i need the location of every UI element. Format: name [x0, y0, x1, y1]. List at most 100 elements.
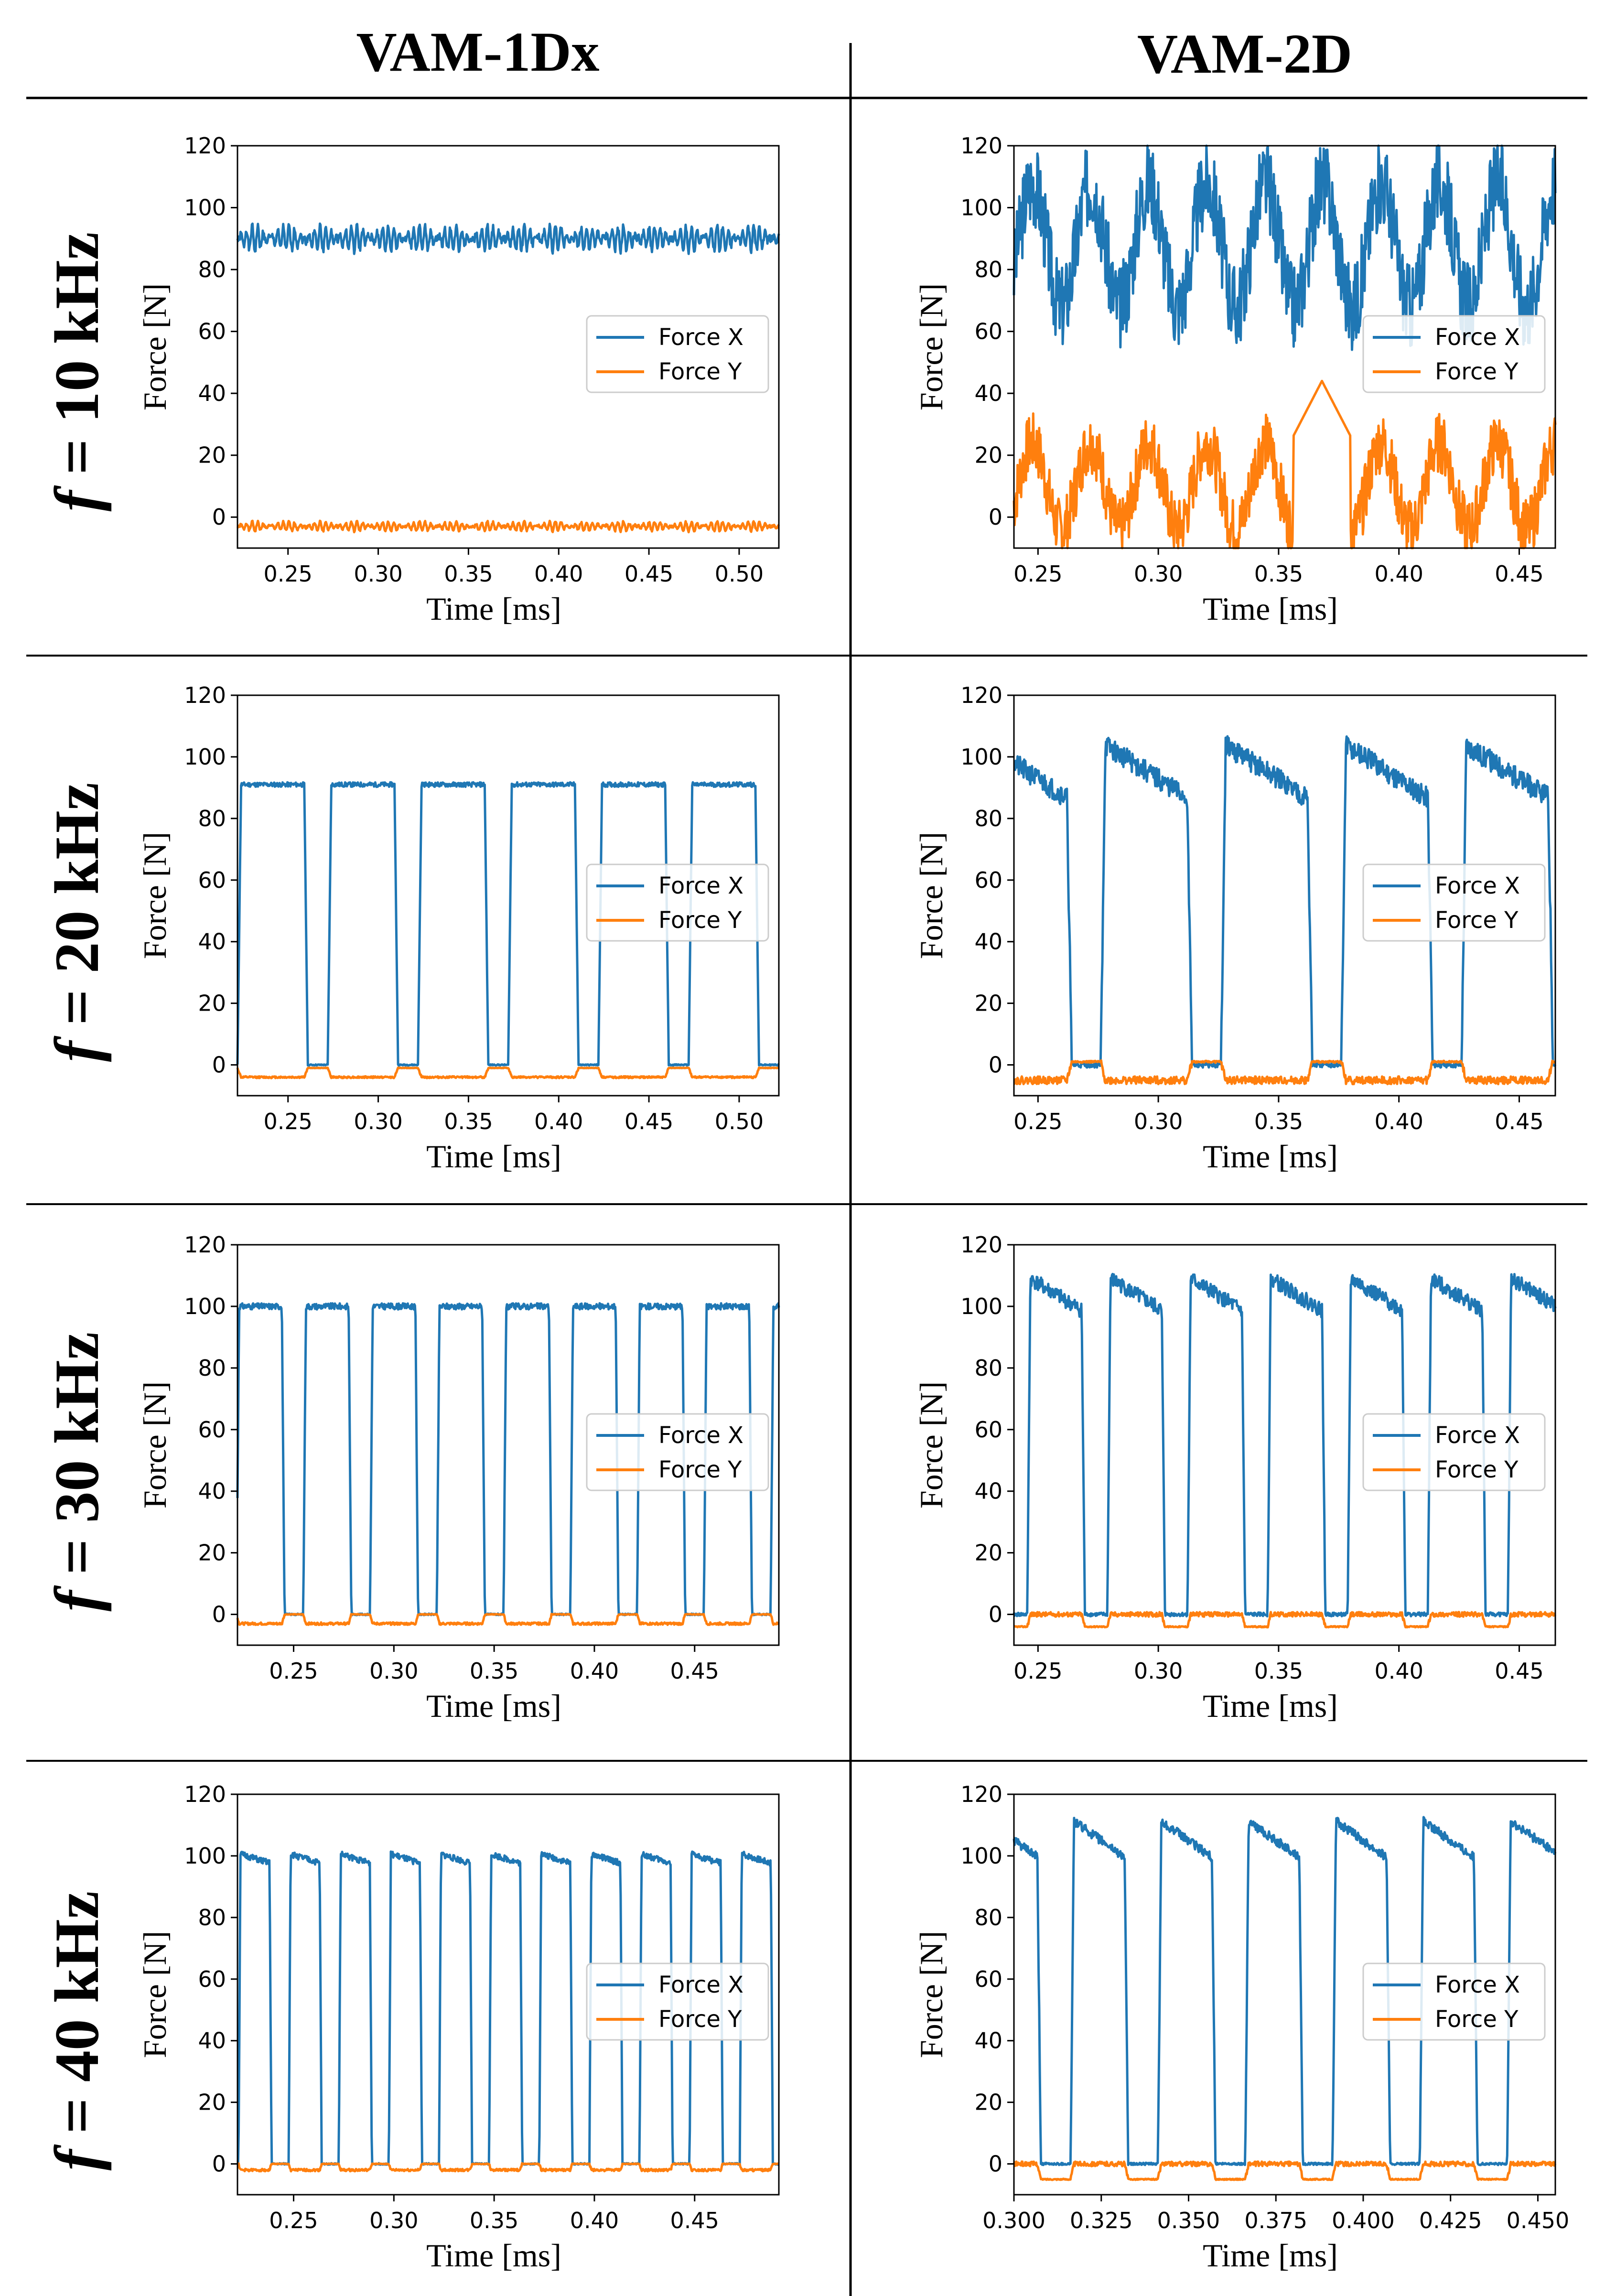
row-label-40khz-text: = 40 kHz — [42, 1891, 112, 2150]
x-axis-label: Time [ms] — [426, 2237, 561, 2274]
x-tick-label: 0.425 — [1419, 2208, 1482, 2233]
x-tick-label: 0.50 — [715, 561, 764, 587]
plot-frame — [237, 1244, 780, 1646]
plot-frame — [237, 145, 780, 549]
y-tick-label: 20 — [198, 991, 226, 1016]
x-tick-label: 0.40 — [570, 2208, 619, 2233]
y-tick-label: 100 — [960, 1294, 1002, 1319]
y-tick-label: 120 — [184, 1232, 226, 1258]
row-label-20khz: f = 20 kHz — [42, 783, 112, 1062]
x-tick-label: 0.30 — [369, 1658, 418, 1684]
y-axis-label: Force [N] — [137, 832, 173, 959]
x-axis-label: Time [ms] — [426, 591, 561, 627]
y-tick-label: 100 — [184, 195, 226, 221]
y-tick-label: 0 — [212, 1052, 226, 1078]
x-axis-label: Time [ms] — [1203, 1688, 1338, 1724]
y-tick-label: 20 — [974, 1540, 1002, 1566]
x-tick-label: 0.25 — [264, 561, 312, 587]
row-label-30khz-text: = 30 kHz — [42, 1332, 112, 1591]
x-tick-label: 0.45 — [1495, 561, 1543, 587]
x-tick-label: 0.40 — [1374, 561, 1423, 587]
y-axis-label: Force [N] — [913, 832, 949, 959]
y-axis-label: Force [N] — [913, 1931, 949, 2058]
x-tick-label: 0.35 — [444, 561, 493, 587]
legend-label-force-x: Force X — [1435, 1972, 1520, 1998]
legend-label-force-y: Force Y — [1435, 907, 1519, 934]
x-tick-label: 0.45 — [1495, 1109, 1543, 1134]
x-tick-label: 0.40 — [1374, 1658, 1423, 1684]
legend-label-force-x: Force X — [658, 1972, 743, 1998]
plot-frame — [1013, 694, 1556, 1097]
y-tick-label: 40 — [974, 2028, 1002, 2054]
legend-label-force-x: Force X — [658, 873, 743, 899]
x-tick-label: 0.35 — [1254, 1109, 1303, 1134]
y-tick-label: 40 — [974, 380, 1002, 406]
y-tick-label: 20 — [974, 442, 1002, 468]
x-tick-label: 0.450 — [1507, 2208, 1570, 2233]
legend-label-force-y: Force Y — [1435, 1456, 1519, 1483]
series-line-force-x — [1013, 1272, 1557, 1617]
row-label-10khz: f = 10 kHz — [42, 232, 112, 512]
x-tick-label: 0.45 — [670, 2208, 719, 2233]
y-tick-label: 120 — [960, 1781, 1002, 1807]
x-tick-label: 0.40 — [1374, 1109, 1423, 1134]
y-tick-label: 40 — [198, 380, 226, 406]
y-tick-label: 80 — [198, 257, 226, 282]
y-tick-label: 120 — [960, 1232, 1002, 1258]
y-tick-label: 80 — [198, 1355, 226, 1381]
y-tick-label: 0 — [212, 2151, 226, 2177]
row-label-10khz-text: = 10 kHz — [42, 232, 112, 491]
chart-vam2d-40khz: 0 20 40 60 80 100 120 0.300 0.325 0.350 0.375 0.400… — [913, 1781, 1569, 2274]
series-line-force-x — [1013, 735, 1557, 1069]
chart-vam1dx-30khz: 0 20 40 60 80 100 120 0.25 0.30 0.35 0.40 0.45 Time … — [137, 1232, 780, 1724]
series-line-force-x — [236, 222, 780, 255]
x-axis-label: Time [ms] — [1203, 1138, 1338, 1175]
series-line-force-y — [1013, 1611, 1557, 1628]
y-tick-label: 120 — [960, 682, 1002, 708]
y-tick-label: 20 — [198, 1540, 226, 1566]
header-vam-2d: VAM-2D — [1137, 22, 1352, 85]
x-tick-label: 0.30 — [1134, 1109, 1183, 1134]
legend-label-force-x: Force X — [1435, 1422, 1520, 1449]
y-tick-label: 40 — [198, 2028, 226, 2054]
x-tick-label: 0.350 — [1157, 2208, 1220, 2233]
series-line-force-y — [236, 1613, 780, 1626]
y-tick-label: 60 — [198, 1417, 226, 1443]
chart-vam2d-10khz: 0 20 40 60 80 100 120 0.25 0.30 0.35 0.40 0.45 Time … — [913, 133, 1557, 627]
x-tick-label: 0.40 — [534, 1109, 583, 1134]
x-tick-label: 0.25 — [1013, 561, 1062, 587]
legend-label-force-y: Force Y — [1435, 358, 1519, 385]
y-tick-label: 20 — [198, 2090, 226, 2115]
x-tick-label: 0.35 — [470, 2208, 518, 2233]
x-tick-label: 0.45 — [625, 1109, 673, 1134]
x-axis-label: Time [ms] — [1203, 2237, 1338, 2274]
legend-label-force-y: Force Y — [658, 358, 742, 385]
x-tick-label: 0.25 — [269, 1658, 318, 1684]
row-label-30khz: f = 30 kHz — [42, 1332, 112, 1612]
y-tick-label: 0 — [989, 2151, 1002, 2177]
y-tick-label: 0 — [989, 1602, 1002, 1628]
y-tick-label: 120 — [184, 682, 226, 708]
y-tick-label: 60 — [198, 1966, 226, 1992]
series-line-force-y — [236, 519, 780, 534]
plot-frame — [1013, 145, 1556, 549]
plot-frame — [1013, 1244, 1556, 1646]
header-vam-1dx: VAM-1Dx — [356, 21, 599, 83]
x-tick-label: 0.30 — [354, 561, 402, 587]
x-axis-label: Time [ms] — [426, 1688, 561, 1724]
legend-label-force-x: Force X — [658, 1422, 743, 1449]
y-tick-label: 80 — [198, 806, 226, 831]
y-axis-label: Force [N] — [137, 283, 173, 410]
y-tick-label: 0 — [989, 1052, 1002, 1078]
y-tick-label: 60 — [198, 867, 226, 893]
x-tick-label: 0.45 — [625, 561, 673, 587]
x-axis-label: Time [ms] — [426, 1138, 561, 1175]
series-line-force-x — [1013, 1816, 1557, 2167]
legend-label-force-y: Force Y — [658, 2006, 742, 2033]
x-tick-label: 0.375 — [1244, 2208, 1307, 2233]
chart-vam2d-30khz: 0 20 40 60 80 100 120 0.25 0.30 0.35 0.40 0.45 Time … — [913, 1232, 1557, 1724]
y-axis-label: Force [N] — [137, 1381, 173, 1509]
y-tick-label: 60 — [974, 319, 1002, 345]
x-tick-label: 0.30 — [1134, 561, 1183, 587]
